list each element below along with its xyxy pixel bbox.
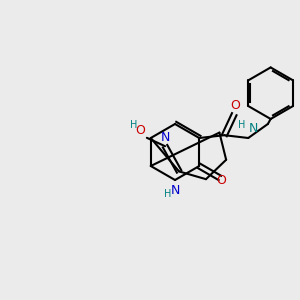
Text: N: N xyxy=(249,122,259,135)
Text: O: O xyxy=(135,124,145,137)
Text: H: H xyxy=(238,120,245,130)
Text: N: N xyxy=(170,184,180,197)
Text: N: N xyxy=(160,131,170,144)
Text: H: H xyxy=(130,120,138,130)
Text: H: H xyxy=(164,189,172,199)
Text: O: O xyxy=(230,99,240,112)
Text: O: O xyxy=(216,174,226,188)
